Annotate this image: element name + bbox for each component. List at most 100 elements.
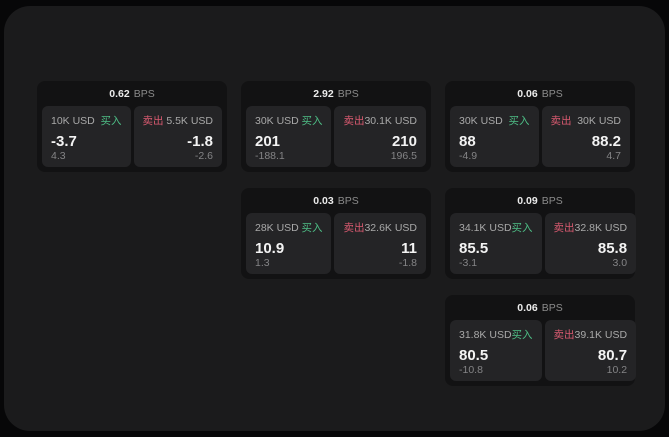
quote-card: 0.62 BPS 10K USD 买入 -3.7 4.3 卖出 5.5K USD …: [37, 81, 227, 172]
sell-price: -1.8: [187, 133, 213, 150]
buy-sell-panels: 10K USD 买入 -3.7 4.3 卖出 5.5K USD -1.8 -2.…: [42, 106, 222, 167]
sell-amount: 32.8K USD: [574, 222, 628, 234]
buy-panel-top: 31.8K USD 买入: [459, 327, 533, 342]
sell-delta: 10.2: [606, 364, 628, 376]
buy-price: 80.5: [459, 347, 489, 364]
buy-panel-top: 30K USD 买入: [459, 113, 530, 128]
bps-value: 0.09: [517, 195, 538, 207]
sell-side-label: 卖出: [343, 222, 365, 234]
sell-panel-top: 卖出 32.6K USD: [343, 220, 417, 235]
sell-side-label: 卖出: [343, 115, 365, 127]
buy-panel-top: 10K USD 买入: [51, 113, 122, 128]
buy-sell-panels: 31.8K USD 买入 80.5 -10.8 卖出 39.1K USD 80.…: [450, 320, 637, 381]
buy-sell-panels: 30K USD 买入 88 -4.9 卖出 30K USD 88.2 4.7: [450, 106, 630, 167]
bps-unit-label: BPS: [541, 195, 563, 207]
sell-side-label: 卖出: [142, 115, 164, 127]
sell-side-label: 卖出: [553, 329, 575, 341]
buy-side-label: 买入: [100, 115, 122, 127]
bps-unit-label: BPS: [337, 195, 359, 207]
buy-sell-panels: 30K USD 买入 201 -188.1 卖出 30.1K USD 210 1…: [246, 106, 426, 167]
quote-card: 0.09 BPS 34.1K USD 买入 85.5 -3.1 卖出 32.8K …: [445, 188, 637, 279]
sell-delta: 4.7: [606, 150, 621, 162]
card-header: 0.06 BPS: [450, 86, 630, 103]
sell-delta: 3.0: [612, 257, 628, 269]
sell-panel[interactable]: 卖出 39.1K USD 80.7 10.2: [544, 320, 637, 381]
buy-delta: -4.9: [459, 150, 478, 162]
sell-amount: 5.5K USD: [166, 115, 213, 127]
buy-side-label: 买入: [508, 115, 530, 127]
buy-price: 201: [255, 133, 281, 150]
bps-unit-label: BPS: [133, 88, 155, 100]
sell-panel[interactable]: 卖出 30K USD 88.2 4.7: [541, 106, 630, 167]
sell-amount: 30K USD: [577, 115, 621, 127]
sell-amount: 32.6K USD: [364, 222, 417, 234]
buy-sell-panels: 28K USD 买入 10.9 1.3 卖出 32.6K USD 11 -1.8: [246, 213, 426, 274]
sell-panel[interactable]: 卖出 32.8K USD 85.8 3.0: [544, 213, 637, 274]
bps-unit-label: BPS: [541, 88, 563, 100]
card-header: 0.03 BPS: [246, 193, 426, 210]
app-surface: 0.62 BPS 10K USD 买入 -3.7 4.3 卖出 5.5K USD …: [4, 6, 665, 431]
sell-price: 210: [391, 133, 417, 150]
quote-card: 0.06 BPS 31.8K USD 买入 80.5 -10.8 卖出 39.1K…: [445, 295, 637, 386]
buy-side-label: 买入: [511, 329, 533, 341]
sell-panel[interactable]: 卖出 5.5K USD -1.8 -2.6: [133, 106, 222, 167]
buy-panel[interactable]: 30K USD 买入 201 -188.1: [246, 106, 332, 167]
buy-amount: 31.8K USD: [459, 329, 512, 341]
sell-price: 88.2: [591, 133, 621, 150]
sell-amount: 30.1K USD: [364, 115, 417, 127]
sell-delta: -1.8: [398, 257, 417, 269]
bps-value: 0.62: [109, 88, 130, 100]
bps-value: 0.03: [313, 195, 334, 207]
cards-grid: 0.62 BPS 10K USD 买入 -3.7 4.3 卖出 5.5K USD …: [4, 6, 665, 386]
quote-card: 0.03 BPS 28K USD 买入 10.9 1.3 卖出 32.6K USD…: [241, 188, 431, 279]
sell-price: 80.7: [597, 347, 628, 364]
sell-side-label: 卖出: [550, 115, 572, 127]
sell-price: 85.8: [597, 240, 628, 257]
buy-side-label: 买入: [511, 222, 533, 234]
card-header: 0.09 BPS: [450, 193, 630, 210]
buy-delta: 4.3: [51, 150, 66, 162]
card-header: 0.62 BPS: [42, 86, 222, 103]
sell-panel-top: 卖出 39.1K USD: [554, 327, 628, 342]
buy-sell-panels: 34.1K USD 买入 85.5 -3.1 卖出 32.8K USD 85.8…: [450, 213, 637, 274]
card-header: 2.92 BPS: [246, 86, 426, 103]
sell-panel-top: 卖出 5.5K USD: [143, 113, 214, 128]
buy-price: 88: [459, 133, 476, 150]
sell-panel-top: 卖出 32.8K USD: [554, 220, 628, 235]
buy-panel[interactable]: 34.1K USD 买入 85.5 -3.1: [450, 213, 542, 274]
buy-price: 85.5: [459, 240, 489, 257]
sell-price: 11: [401, 240, 417, 257]
bps-unit-label: BPS: [337, 88, 359, 100]
buy-side-label: 买入: [301, 115, 323, 127]
buy-price: 10.9: [255, 240, 285, 257]
buy-amount: 30K USD: [255, 115, 299, 127]
buy-price: -3.7: [51, 133, 77, 150]
sell-side-label: 卖出: [553, 222, 575, 234]
buy-panel[interactable]: 31.8K USD 买入 80.5 -10.8: [450, 320, 542, 381]
buy-delta: -3.1: [459, 257, 478, 269]
bps-unit-label: BPS: [541, 302, 563, 314]
buy-delta: -188.1: [255, 150, 285, 162]
sell-panel[interactable]: 卖出 30.1K USD 210 196.5: [334, 106, 426, 167]
bps-value: 0.06: [517, 88, 538, 100]
sell-delta: 196.5: [390, 150, 417, 162]
bps-value: 0.06: [517, 302, 538, 314]
buy-delta: -10.8: [459, 364, 483, 376]
buy-delta: 1.3: [255, 257, 270, 269]
buy-panel-top: 30K USD 买入: [255, 113, 322, 128]
buy-side-label: 买入: [301, 222, 323, 234]
quote-card: 2.92 BPS 30K USD 买入 201 -188.1 卖出 30.1K U…: [241, 81, 431, 172]
card-header: 0.06 BPS: [450, 300, 630, 317]
buy-amount: 10K USD: [51, 115, 95, 127]
sell-panel-top: 卖出 30.1K USD: [343, 113, 417, 128]
sell-panel[interactable]: 卖出 32.6K USD 11 -1.8: [334, 213, 426, 274]
buy-panel[interactable]: 28K USD 买入 10.9 1.3: [246, 213, 332, 274]
sell-delta: -2.6: [194, 150, 213, 162]
buy-amount: 30K USD: [459, 115, 503, 127]
sell-amount: 39.1K USD: [574, 329, 628, 341]
bps-value: 2.92: [313, 88, 334, 100]
buy-amount: 34.1K USD: [459, 222, 512, 234]
buy-panel[interactable]: 10K USD 买入 -3.7 4.3: [42, 106, 131, 167]
buy-panel[interactable]: 30K USD 买入 88 -4.9: [450, 106, 539, 167]
buy-amount: 28K USD: [255, 222, 299, 234]
